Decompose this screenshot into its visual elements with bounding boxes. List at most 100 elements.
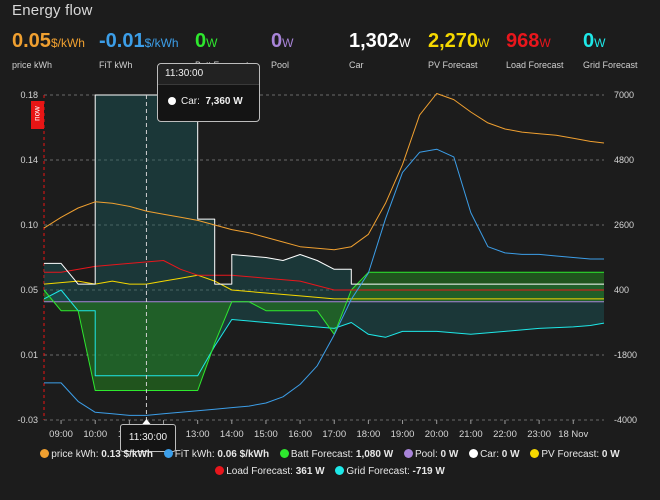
- stat-pv-value: 2,270: [428, 30, 479, 52]
- x-tick-label: 23:00: [527, 429, 551, 440]
- stat-price-value: 0.05: [12, 30, 51, 52]
- stat-pv-label: PV Forecast: [428, 60, 478, 70]
- x-tick-label: 18:00: [356, 429, 380, 440]
- legend-value-batt: 1,080 W: [355, 449, 394, 460]
- legend-item-batt[interactable]: Batt Forecast: 1,080 W: [279, 449, 394, 460]
- stat-batt-unit: W: [206, 36, 218, 50]
- legend-label-grid: Grid Forecast:: [346, 466, 410, 477]
- legend-dot-fit: [163, 449, 173, 458]
- area-car: [44, 95, 604, 302]
- legend-label-fit: FiT kWh:: [174, 449, 215, 460]
- stat-load-label: Load Forecast: [506, 60, 564, 70]
- stat-car-value: 1,302: [349, 30, 400, 52]
- legend-item-car[interactable]: Car: 0 W: [469, 449, 520, 460]
- legend-item-grid[interactable]: Grid Forecast: -719 W: [335, 466, 445, 477]
- x-tick-label: 19:00: [391, 429, 415, 440]
- stat-pool-unit: W: [282, 36, 294, 50]
- tooltip-time: 11:30:00: [158, 64, 259, 85]
- stat-fit[interactable]: -0.01$/kWh FiT kWh: [99, 30, 179, 70]
- legend-label-load: Load Forecast:: [226, 466, 293, 477]
- legend-row-2: Load Forecast: 361 W Grid Forecast: -719…: [0, 466, 660, 477]
- y-left-tick: 0.18: [20, 90, 38, 100]
- stat-pool[interactable]: 0W Pool: [271, 30, 293, 70]
- x-tick-label: 18 Nov: [558, 429, 588, 440]
- stat-pool-label: Pool: [271, 60, 290, 70]
- y-right-tick: -4000: [614, 415, 637, 425]
- tooltip-series: Car:: [181, 96, 200, 107]
- x-tick-label: 17:00: [322, 429, 346, 440]
- stat-load[interactable]: 968W Load Forecast: [506, 30, 564, 70]
- tooltip-value: 7,360 W: [205, 96, 243, 107]
- stat-pv[interactable]: 2,270W PV Forecast: [428, 30, 489, 70]
- legend-dot-pool: [403, 449, 413, 458]
- legend-dot-batt: [279, 449, 289, 458]
- legend-item-load[interactable]: Load Forecast: 361 W: [215, 466, 325, 477]
- legend-dot-grid: [335, 466, 345, 475]
- legend-item-pool[interactable]: Pool: 0 W: [403, 449, 459, 460]
- stat-batt-value: 0: [195, 30, 207, 52]
- cursor-marker: [142, 419, 151, 424]
- y-left-tick: -0.03: [17, 415, 38, 425]
- legend-value-grid: -719 W: [412, 466, 445, 477]
- chart-tooltip: 11:30:00 Car: 7,360 W: [157, 63, 260, 122]
- stat-fit-unit: $/kWh: [144, 36, 179, 50]
- stat-car-label: Car: [349, 60, 364, 70]
- stat-pool-value: 0: [271, 30, 283, 52]
- line-fit-kwh: [44, 148, 604, 416]
- x-tick-label: 10:00: [83, 429, 107, 440]
- legend-item-price[interactable]: price kWh: 0.13 $/kWh: [40, 449, 153, 460]
- legend-label-pool: Pool:: [414, 449, 438, 460]
- legend-item-fit[interactable]: FiT kWh: 0.06 $/kWh: [163, 449, 270, 460]
- legend-label-car: Car:: [480, 449, 499, 460]
- x-cursor-label: 11:30:00: [120, 424, 176, 452]
- legend-label-batt: Batt Forecast:: [290, 449, 354, 460]
- line-batt-forecast: [43, 271, 604, 391]
- x-tick-label: 15:00: [254, 429, 278, 440]
- line-car: [44, 94, 604, 285]
- y-left-tick: 0.05: [20, 285, 38, 295]
- stat-price-unit: $/kWh: [50, 36, 85, 50]
- y-left-tick: 0.14: [20, 155, 38, 165]
- x-tick-label: 21:00: [459, 429, 483, 440]
- y-right-tick: 4800: [614, 155, 634, 165]
- now-label: now: [32, 106, 42, 121]
- x-tick-label: 22:00: [493, 429, 517, 440]
- y-left-tick: 0.01: [20, 350, 38, 360]
- legend-value-load: 361 W: [295, 466, 325, 477]
- now-marker: now: [31, 101, 44, 129]
- y-right-tick: -1800: [614, 350, 637, 360]
- legend-dot-car: [469, 449, 479, 458]
- legend-label-price: price kWh:: [51, 449, 99, 460]
- legend-item-pv[interactable]: PV Forecast: 0 W: [530, 449, 620, 460]
- x-tick-label: 14:00: [220, 429, 244, 440]
- legend-row-1: price kWh: 0.13 $/kWh FiT kWh: 0.06 $/kW…: [0, 449, 660, 460]
- y-right-tick: 7000: [614, 90, 634, 100]
- x-tick-label: 09:00: [49, 429, 73, 440]
- x-tick-label: 20:00: [425, 429, 449, 440]
- stat-fit-label: FiT kWh: [99, 60, 133, 70]
- legend-value-price: 0.13 $/kWh: [101, 449, 153, 460]
- stat-price[interactable]: 0.05$/kWh price kWh: [12, 30, 85, 70]
- legend-value-pool: 0 W: [440, 449, 459, 460]
- legend-label-pv: PV Forecast:: [541, 449, 600, 460]
- stat-car-unit: W: [399, 36, 411, 50]
- legend-value-fit: 0.06 $/kWh: [217, 449, 270, 460]
- x-tick-label: 16:00: [288, 429, 312, 440]
- y-left-tick: 0.10: [20, 220, 38, 230]
- stat-pv-unit: W: [478, 36, 490, 50]
- stat-grid[interactable]: 0W Grid Forecast: [583, 30, 638, 70]
- line-price-kwh: [43, 93, 605, 251]
- line-pv-forecast: [43, 274, 604, 300]
- stat-car[interactable]: 1,302W Car: [349, 30, 410, 70]
- stat-grid-unit: W: [594, 36, 606, 50]
- y-right-tick: 400: [614, 285, 629, 295]
- legend-dot-price: [40, 449, 50, 458]
- legend-value-pv: 0 W: [601, 449, 620, 460]
- tooltip-car-dot: [168, 97, 176, 105]
- stat-price-label: price kWh: [12, 60, 53, 70]
- x-tick-label: 13:00: [186, 429, 210, 440]
- stat-fit-value: -0.01: [99, 30, 145, 52]
- legend-dot-pv: [530, 449, 540, 458]
- stat-grid-label: Grid Forecast: [583, 60, 638, 70]
